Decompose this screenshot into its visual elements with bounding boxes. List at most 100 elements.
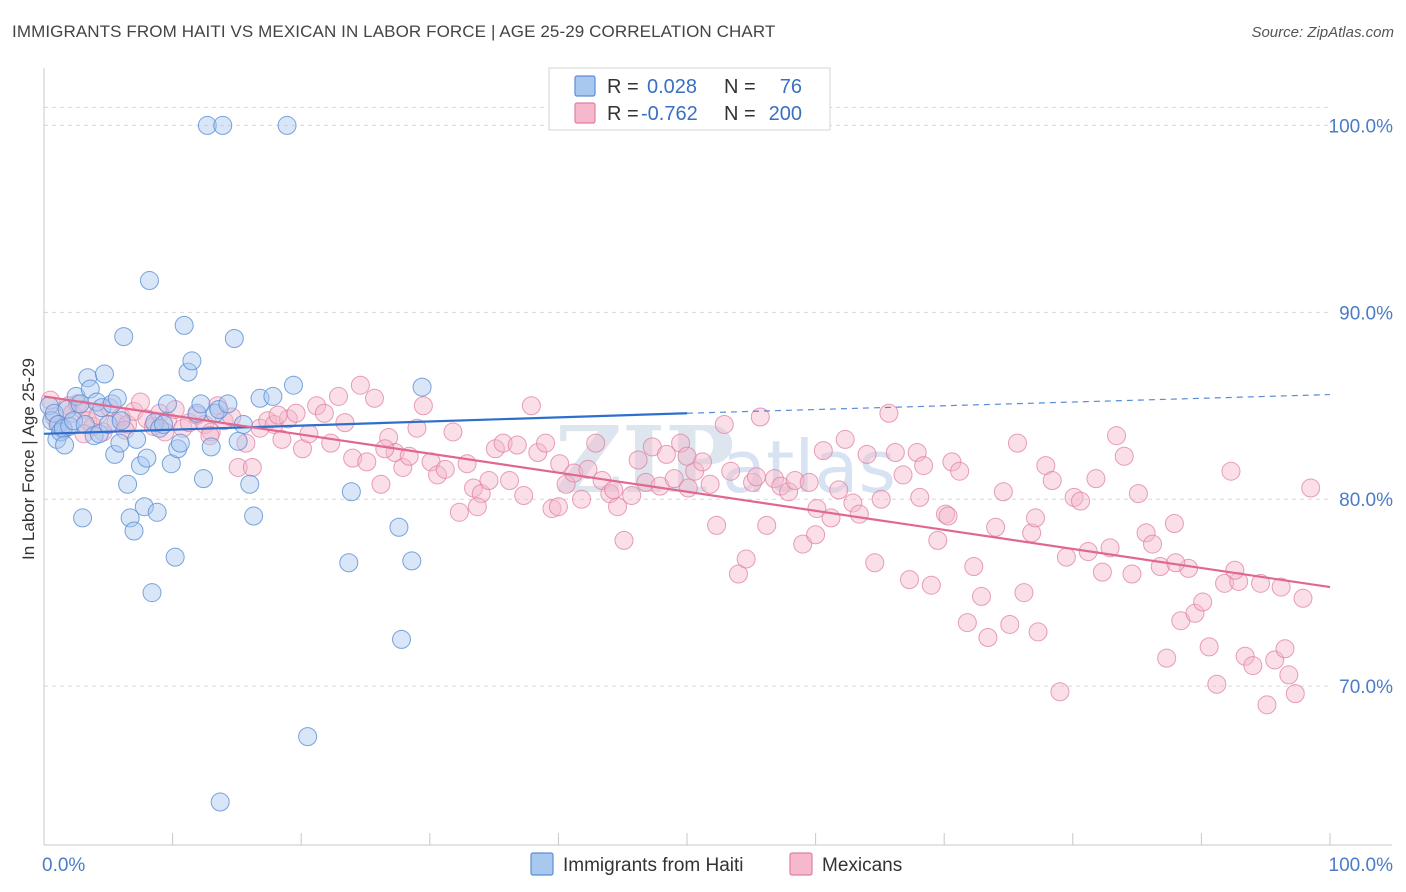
mexicans-point [393, 457, 413, 477]
legend-box: R = 0.028 N = 76 R = -0.762 N = 200 [548, 67, 831, 131]
mexicans-point [893, 465, 913, 485]
mexicans-point [1221, 461, 1241, 481]
mexicans-point [793, 534, 813, 554]
mexicans-point [343, 448, 363, 468]
mexicans-point [1128, 484, 1148, 504]
mexicans-point [885, 443, 905, 462]
mexicans-point [268, 405, 288, 425]
haiti-point [107, 388, 127, 408]
mexicans-point [542, 499, 562, 519]
haiti-point [105, 444, 125, 464]
mexicans-point [910, 487, 930, 507]
mexicans-point [1064, 487, 1084, 507]
y-tick-labels: 70.0% 80.0% 90.0% 100.0% [1329, 116, 1394, 698]
mexicans-point [536, 433, 556, 453]
mexicans-point [272, 429, 292, 449]
mexicans-point [350, 375, 370, 395]
mexicans-point [1271, 577, 1291, 597]
mexicans-point [242, 457, 262, 477]
haiti-point [118, 474, 138, 494]
haiti-point [60, 416, 80, 436]
haiti-point [102, 394, 122, 414]
mexicans-point [1008, 433, 1028, 453]
mexicans-point [957, 613, 977, 633]
axes-layer [43, 68, 1392, 846]
mexicans-point [938, 506, 958, 526]
mexicans-point [921, 575, 941, 595]
mexicans-point [1157, 648, 1177, 668]
mexicans-point [1279, 665, 1299, 685]
mexicans-point [849, 504, 869, 524]
legend-swatch-mexicans [574, 102, 596, 124]
mexicans-point [1107, 426, 1127, 446]
mexicans-point [586, 433, 606, 453]
haiti-point [124, 521, 144, 541]
mexicans-point [521, 396, 541, 416]
series-haiti [39, 115, 432, 812]
y-tick-label-70: 70.0% [1339, 677, 1393, 698]
haiti-point [298, 727, 318, 747]
mexicans-point [728, 564, 748, 584]
mexicans-point [614, 530, 634, 550]
trend-lines [43, 393, 1331, 589]
mexicans-point [1086, 469, 1106, 489]
mexicans-point [514, 485, 534, 505]
mexicans-point [1215, 573, 1235, 593]
mexicans-point [1122, 564, 1142, 584]
mexicans-point [1301, 478, 1321, 498]
haiti-point [277, 115, 297, 135]
mexicans-point [835, 429, 855, 449]
haiti-point [142, 583, 162, 603]
haiti-point [44, 403, 64, 423]
mexicans-point [321, 433, 341, 453]
mexicans-point [1000, 614, 1020, 634]
mexicans-point [714, 414, 734, 434]
mexicans-point [1014, 583, 1034, 603]
x-tick-label-min: 0.0% [42, 855, 85, 876]
mexicans-point [779, 482, 799, 502]
mexicans-point [813, 441, 833, 461]
mexicans-point [843, 493, 863, 513]
haiti-point [94, 364, 114, 384]
mexicans-point [1042, 471, 1062, 491]
haiti-point [240, 474, 260, 494]
haiti-point [157, 394, 177, 414]
mexicans-point [286, 403, 306, 423]
mexicans-point [1100, 538, 1120, 558]
mexicans-point [1071, 491, 1091, 511]
mexicans-point [622, 485, 642, 505]
mexicans-point [1251, 573, 1271, 593]
haiti-point [197, 115, 217, 135]
chart-title: IMMIGRANTS FROM HAITI VS MEXICAN IN LABO… [12, 22, 776, 41]
legend-r-label-haiti: R = [607, 76, 639, 98]
haiti-point [392, 629, 412, 649]
mexicans-point [493, 433, 513, 453]
mexicans-point [829, 480, 849, 500]
mexicans-point [1185, 603, 1205, 623]
mexicans-point [928, 530, 948, 550]
haiti-point [70, 394, 90, 414]
mexicans-point [1207, 674, 1227, 694]
mexicans-point [1143, 534, 1163, 554]
mexicans-point [278, 409, 298, 429]
mexicans-point [750, 407, 770, 427]
mexicans-point [307, 396, 327, 416]
mexicans-point [664, 469, 684, 489]
mexicans-point [746, 467, 766, 487]
legend-r-value-haiti: 0.028 [647, 76, 697, 98]
mexicans-point [556, 474, 576, 494]
haiti-point [191, 394, 211, 414]
mexicans-point [1257, 695, 1277, 715]
mexicans-point [314, 403, 334, 423]
legend-frame [548, 67, 831, 131]
haiti-point [73, 508, 93, 528]
haiti-point [98, 414, 118, 434]
bottom-legend-swatch-mexicans [789, 852, 813, 876]
mexicans-point [1136, 523, 1156, 543]
haiti-point [213, 115, 233, 135]
mexicans-point [678, 478, 698, 498]
watermark-zip: ZIP [555, 406, 734, 514]
mexicans-point [507, 435, 527, 455]
mexicans-point [799, 472, 819, 492]
haiti-point [244, 506, 264, 526]
